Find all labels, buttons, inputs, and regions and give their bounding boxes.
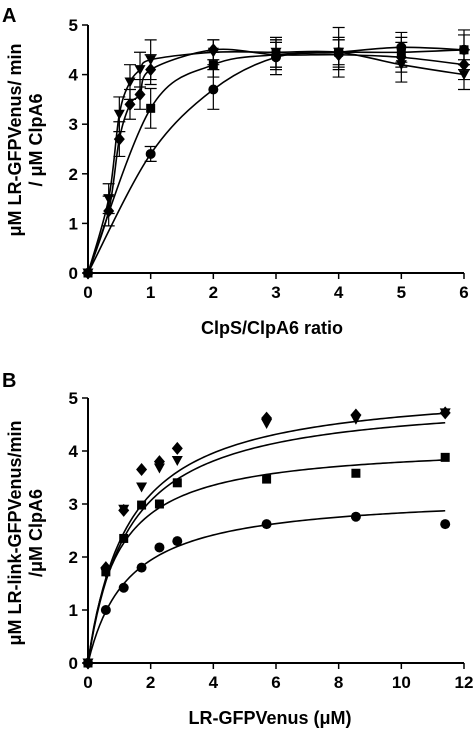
panel-b-y-tick-label: 3 [69,495,78,514]
panel-b-axes [87,398,464,664]
panel-a-y-tick-label: 5 [69,16,78,35]
panel-a-y-tick-label: 0 [69,264,78,283]
panel-b-y-axis-label-line2: /μM ClpA6 [26,489,46,577]
panel-a-x-tick-label: 4 [334,283,344,302]
panel-b-data-point [261,418,273,429]
panel-b-fit-curve [87,421,446,664]
panel-b-data-point [171,441,183,455]
panel-b-data-point [439,408,451,419]
panel-b-x-tick-label: 2 [146,673,155,692]
panel-b-data-point [350,511,361,522]
panel-a-data-point [113,109,125,120]
panel-a-x-tick-label: 0 [83,283,92,302]
panel-b-data-point [350,414,362,425]
panel-b-fit-curve [87,459,446,664]
panel-b-y-tick-label: 0 [69,654,78,673]
panel-b-y-tick-label: 5 [69,389,78,408]
panel-a-x-tick-label: 5 [397,283,406,302]
panel-b-data-point [153,463,165,474]
panel-a-y-axis-label-line2: / μM ClpA6 [26,93,46,186]
panel-a-plot-area: 0 1 2 3 4 5 0 1 2 3 4 5 6 [69,16,470,302]
panel-b-x-tick-label: 8 [334,673,343,692]
panel-b-data-point [136,562,147,573]
panel-b-data-point [118,504,130,515]
panel-a-x-tick-label: 2 [209,283,218,302]
panel-b-data-point [100,605,111,615]
panel-a-data-point [395,60,407,71]
panel-b-data-point [262,474,272,484]
panel-b-y-tick-label: 4 [69,442,79,461]
panel-a-series-triangle-down [82,36,470,279]
panel-b-data-point [154,499,164,509]
panel-b-chart: B μM LR-link-GFPVenus/min /μM ClpA6 LR-G… [2,370,473,728]
panel-b-data-point [154,542,165,553]
panel-b-data-point [440,452,450,462]
panel-b-y-tick-label: 1 [69,601,78,620]
panel-a-series-line [87,50,465,274]
panel-a-series-line [87,48,465,274]
panel-b-x-tick-label: 0 [83,673,92,692]
panel-a-x-axis-label: ClpS/ClpA6 ratio [201,318,343,338]
panel-b-letter: B [2,370,16,392]
panel-b-data-point [351,468,361,478]
panel-a-y-tick-label: 2 [69,165,78,184]
panel-b-fit-curve [87,509,446,664]
panel-a-data-point [103,194,115,205]
panel-b-data-point [118,582,129,593]
panel-a-data-point [145,55,157,66]
panel-b-x-tick-label: 12 [455,673,474,692]
panel-a-data-point [208,84,219,95]
panel-b-x-tick-label: 6 [271,673,280,692]
panel-a-data-point [458,70,470,81]
panel-a-data-point [333,47,345,58]
panel-b-data-point [100,568,112,579]
panel-b-series-triangle-down [82,408,451,669]
panel-b-data-point [172,478,182,488]
panel-b-data-point [171,456,183,467]
panel-a-data-point [134,65,146,76]
panel-b-x-tick-label: 10 [392,673,411,692]
panel-a-series-line [87,46,465,274]
panel-b-x-axis-label: LR-GFPVenus (μM) [188,708,351,728]
panel-b-data-point [172,536,183,547]
panel-a-data-point [124,97,136,111]
panel-b-data-point [136,482,148,493]
panel-a-data-point [146,103,156,113]
panel-b-data-point [440,519,451,530]
panel-a-data-point [270,47,282,58]
panel-b-data-point [136,463,148,477]
panel-b-series-circle [83,509,451,668]
panel-a-series-line [87,49,465,274]
panel-a-data-point [207,47,219,58]
panel-a-data-point [124,77,136,88]
panel-a-chart: A μM LR-GFPVenus/ min / μM ClpA6 ClpS/Cl… [2,5,470,338]
panel-a-y-tick-label: 3 [69,115,78,134]
panel-a-x-tick-label: 6 [459,283,468,302]
panel-b-data-point [261,519,272,530]
panel-b-fit-curve [87,412,446,664]
panel-b-data-point [82,658,94,669]
panel-a-x-tick-label: 3 [271,283,280,302]
panel-a-data-point [134,87,146,101]
panel-b-y-tick-label: 2 [69,548,78,567]
panel-a-data-point [82,268,94,279]
panel-a-y-tick-label: 4 [69,66,79,85]
panel-a-y-tick-label: 1 [69,214,78,233]
panel-b-x-tick-label: 4 [209,673,219,692]
panel-a-y-axis-label-line1: μM LR-GFPVenus/ min [5,43,25,236]
panel-b-y-axis-label-line1: μM LR-link-GFPVenus/min [5,420,25,645]
panel-a-x-tick-label: 1 [146,283,155,302]
panel-a-data-point [145,148,156,159]
panel-a-letter: A [2,5,16,27]
panel-a-series-diamond [82,39,470,280]
